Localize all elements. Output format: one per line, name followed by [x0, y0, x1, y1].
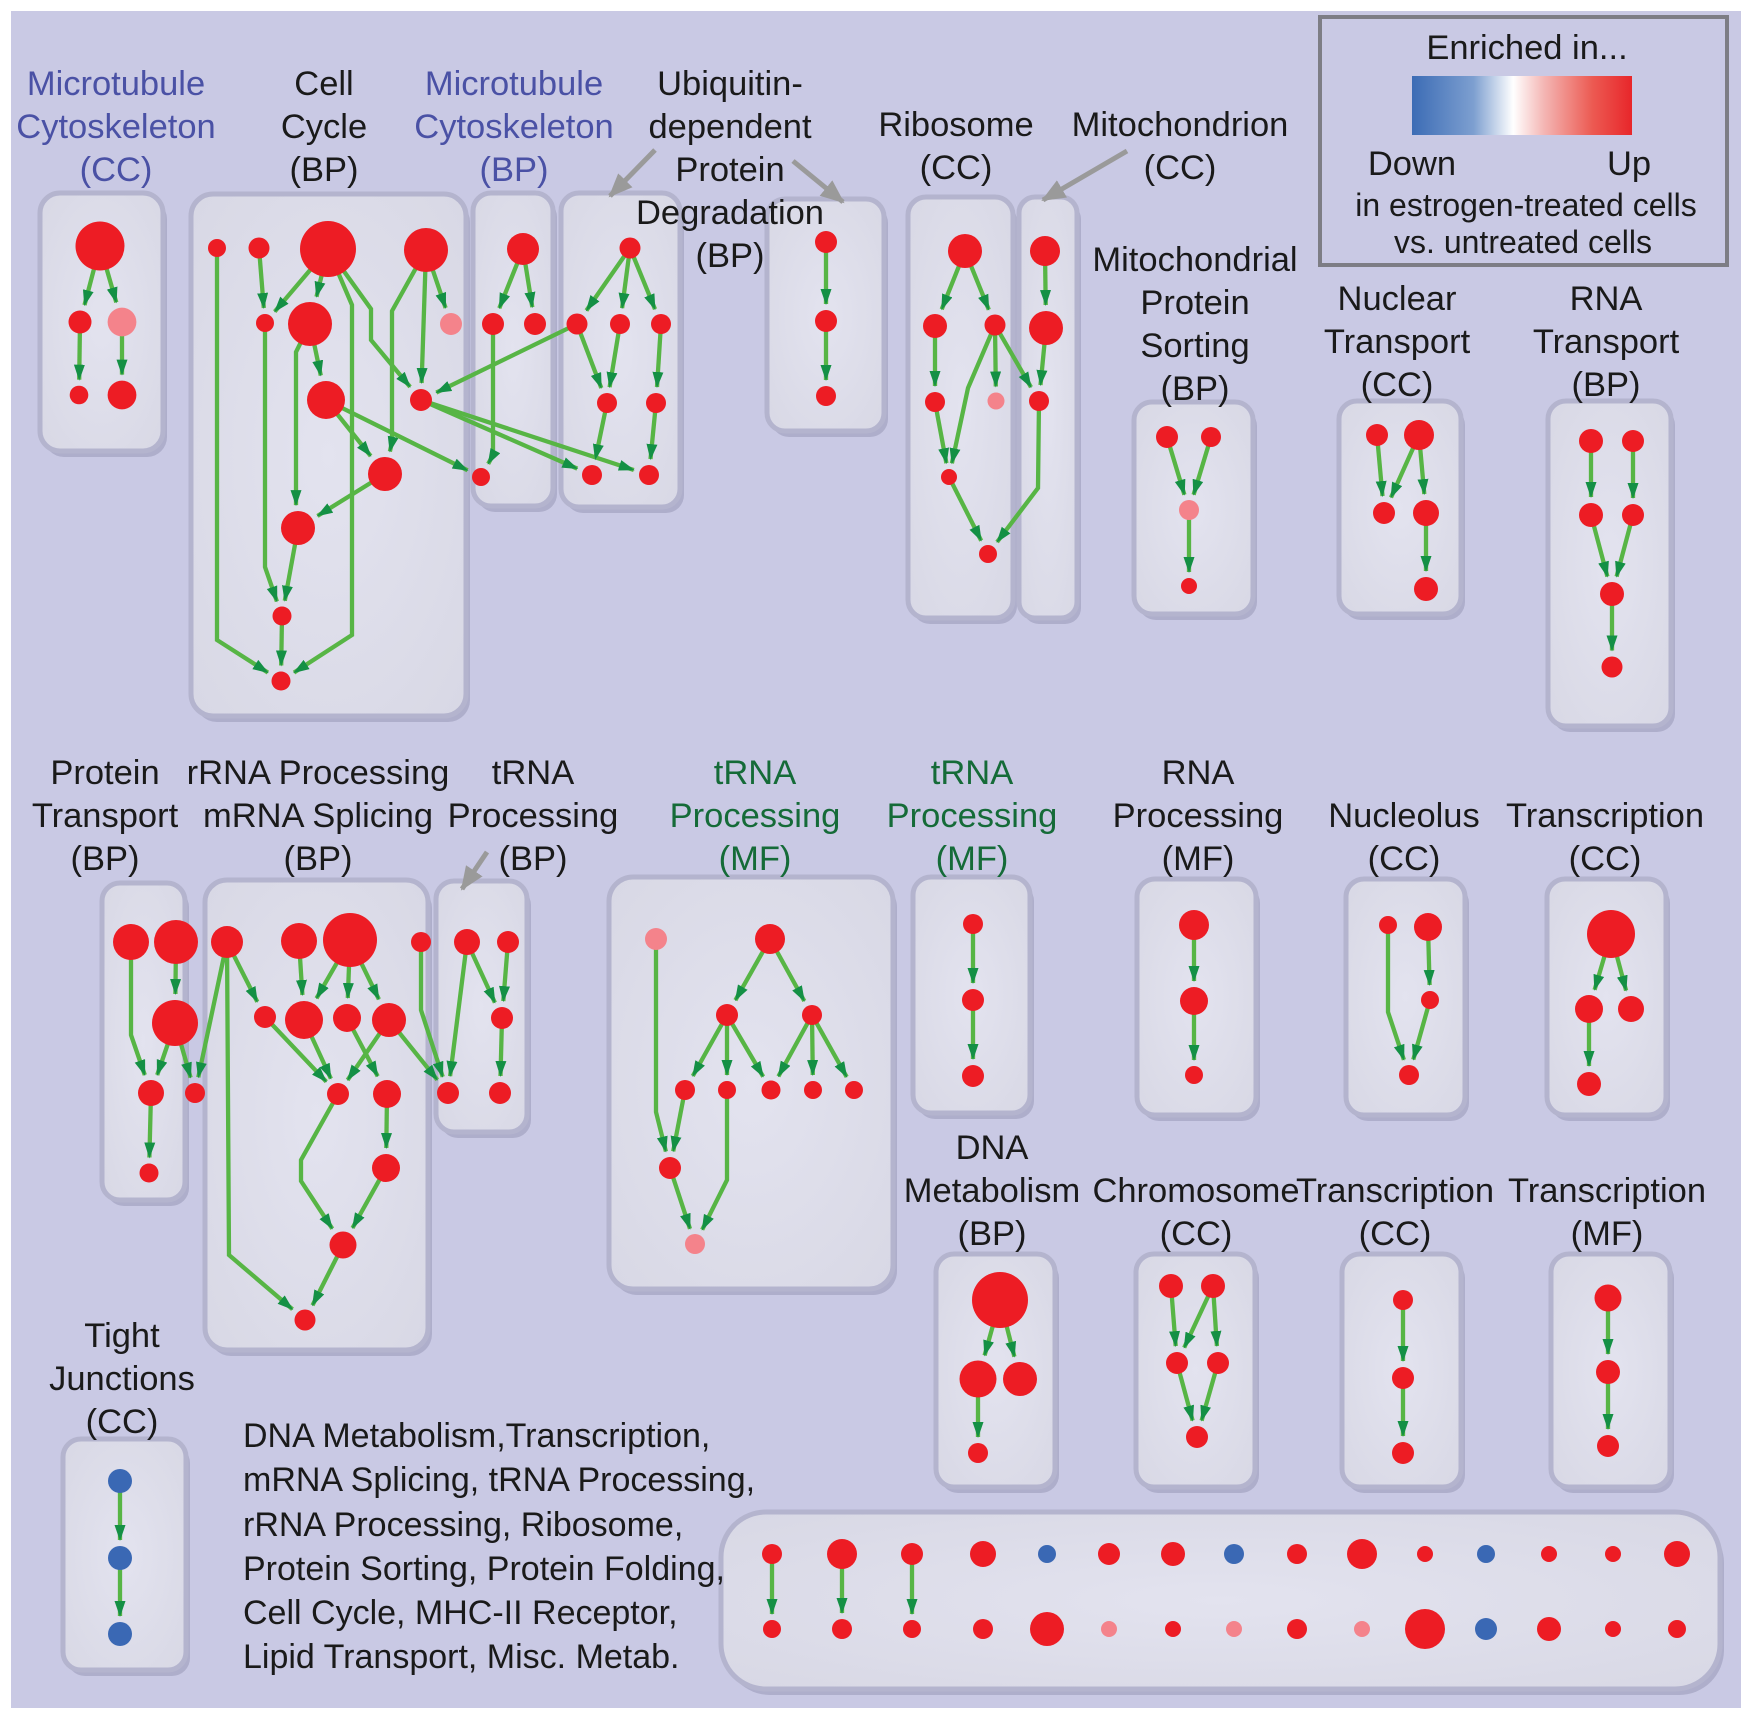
- svg-text:Processing: Processing: [887, 797, 1058, 835]
- svg-text:(CC): (CC): [86, 1403, 159, 1441]
- svg-text:Up: Up: [1607, 145, 1651, 183]
- svg-text:tRNA: tRNA: [931, 754, 1013, 792]
- svg-text:(MF): (MF): [1162, 840, 1235, 878]
- svg-text:(BP): (BP): [71, 840, 140, 878]
- svg-text:Protein: Protein: [675, 151, 784, 189]
- svg-text:rRNA Processing: rRNA Processing: [187, 754, 450, 792]
- svg-text:Ubiquitin-: Ubiquitin-: [657, 65, 803, 103]
- svg-text:Ribosome: Ribosome: [878, 106, 1033, 144]
- svg-text:(BP): (BP): [480, 151, 549, 189]
- svg-text:(CC): (CC): [1144, 149, 1217, 187]
- svg-text:Transcription: Transcription: [1508, 1172, 1706, 1210]
- svg-text:Chromosome: Chromosome: [1092, 1172, 1299, 1210]
- svg-text:Protein: Protein: [50, 754, 159, 792]
- svg-text:vs. untreated cells: vs. untreated cells: [1394, 224, 1652, 260]
- svg-text:Degradation: Degradation: [636, 194, 824, 232]
- svg-text:Protein: Protein: [1140, 284, 1249, 322]
- svg-text:Microtubule: Microtubule: [425, 65, 603, 103]
- svg-text:dependent: dependent: [648, 108, 811, 146]
- svg-text:(CC): (CC): [920, 149, 993, 187]
- svg-text:Processing: Processing: [1113, 797, 1284, 835]
- svg-text:Transport: Transport: [1533, 323, 1680, 361]
- svg-text:(MF): (MF): [936, 840, 1009, 878]
- svg-text:DNA Metabolism,Transcription,: DNA Metabolism,Transcription,: [243, 1417, 710, 1455]
- svg-text:in estrogen-treated cells: in estrogen-treated cells: [1355, 187, 1697, 223]
- svg-text:(BP): (BP): [958, 1215, 1027, 1253]
- svg-text:(CC): (CC): [1359, 1215, 1432, 1253]
- svg-text:Processing: Processing: [448, 797, 619, 835]
- svg-text:(BP): (BP): [696, 237, 765, 275]
- svg-text:(BP): (BP): [1572, 366, 1641, 404]
- svg-text:(MF): (MF): [1571, 1215, 1644, 1253]
- svg-text:(CC): (CC): [1368, 840, 1441, 878]
- svg-text:Cytoskeleton: Cytoskeleton: [414, 108, 613, 146]
- svg-text:tRNA: tRNA: [492, 754, 574, 792]
- svg-text:mRNA Splicing, tRNA Processing: mRNA Splicing, tRNA Processing,: [243, 1461, 755, 1499]
- svg-text:Nuclear: Nuclear: [1338, 280, 1457, 318]
- svg-text:Processing: Processing: [670, 797, 841, 835]
- svg-text:Transport: Transport: [1324, 323, 1471, 361]
- svg-text:(BP): (BP): [1161, 370, 1230, 408]
- svg-text:Lipid Transport, Misc. Metab.: Lipid Transport, Misc. Metab.: [243, 1638, 680, 1676]
- svg-text:(BP): (BP): [284, 840, 353, 878]
- svg-text:mRNA Splicing: mRNA Splicing: [203, 797, 433, 835]
- svg-text:tRNA: tRNA: [714, 754, 796, 792]
- svg-text:Cell: Cell: [294, 65, 353, 103]
- svg-text:Junctions: Junctions: [49, 1360, 195, 1398]
- svg-text:RNA: RNA: [1570, 280, 1643, 318]
- svg-text:Cell Cycle, MHC-II Receptor,: Cell Cycle, MHC-II Receptor,: [243, 1594, 678, 1632]
- svg-text:DNA: DNA: [956, 1129, 1029, 1167]
- svg-text:Transcription: Transcription: [1506, 797, 1704, 835]
- svg-text:Cytoskeleton: Cytoskeleton: [16, 108, 215, 146]
- svg-text:Sorting: Sorting: [1140, 327, 1249, 365]
- svg-text:Enriched in...: Enriched in...: [1426, 29, 1627, 67]
- svg-text:Mitochondrial: Mitochondrial: [1092, 241, 1297, 279]
- svg-text:rRNA Processing, Ribosome,: rRNA Processing, Ribosome,: [243, 1506, 683, 1544]
- svg-text:(CC): (CC): [1160, 1215, 1233, 1253]
- svg-text:Cycle: Cycle: [281, 108, 367, 146]
- svg-text:Microtubule: Microtubule: [27, 65, 205, 103]
- svg-text:Down: Down: [1368, 145, 1456, 183]
- svg-text:Protein Sorting, Protein Foldi: Protein Sorting, Protein Folding,: [243, 1550, 725, 1588]
- svg-text:(BP): (BP): [290, 151, 359, 189]
- svg-text:(CC): (CC): [1569, 840, 1642, 878]
- svg-text:Mitochondrion: Mitochondrion: [1072, 106, 1289, 144]
- svg-text:(CC): (CC): [80, 151, 153, 189]
- svg-text:Transport: Transport: [32, 797, 179, 835]
- svg-text:Metabolism: Metabolism: [904, 1172, 1080, 1210]
- svg-text:(BP): (BP): [499, 840, 568, 878]
- svg-text:Transcription: Transcription: [1296, 1172, 1494, 1210]
- svg-text:Tight: Tight: [84, 1317, 160, 1355]
- svg-text:(CC): (CC): [1361, 366, 1434, 404]
- svg-text:Nucleolus: Nucleolus: [1328, 797, 1480, 835]
- svg-text:RNA: RNA: [1162, 754, 1235, 792]
- svg-text:(MF): (MF): [719, 840, 792, 878]
